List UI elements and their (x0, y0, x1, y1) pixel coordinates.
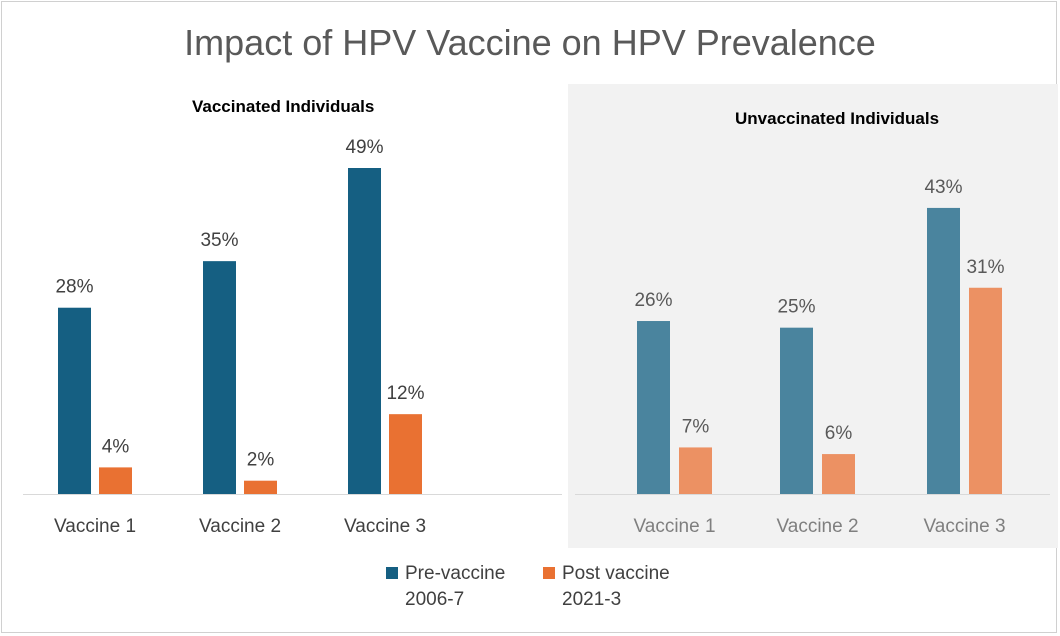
vaccinated-panel-title: Vaccinated Individuals (192, 97, 375, 116)
vaccinated-bar-post-1 (99, 467, 132, 494)
unvaccinated-bar-post-3 (969, 287, 1002, 494)
vaccinated-category-label-2: Vaccine 2 (199, 516, 281, 537)
unvaccinated-data-label-pre-1: 26% (634, 290, 672, 311)
unvaccinated-category-label-2: Vaccine 2 (776, 516, 858, 537)
vaccinated-bar-pre-2 (203, 261, 236, 494)
vaccinated-data-label-post-1: 4% (102, 436, 130, 457)
legend-item-post: Post vaccine 2021-3 (543, 561, 712, 613)
unvaccinated-bar-pre-2 (780, 327, 813, 494)
vaccinated-bar-pre-1 (58, 307, 91, 494)
vaccinated-data-label-pre-3: 49% (345, 137, 383, 158)
vaccinated-category-label-3: Vaccine 3 (344, 516, 426, 537)
vaccinated-bar-pre-3 (348, 168, 381, 494)
unvaccinated-data-label-pre-3: 43% (924, 177, 962, 198)
unvaccinated-data-label-post-1: 7% (682, 416, 710, 437)
unvaccinated-bar-pre-1 (637, 321, 670, 494)
vaccinated-data-label-pre-1: 28% (55, 277, 93, 298)
legend-label-pre: Pre-vaccine 2006-7 (405, 563, 506, 610)
vaccinated-category-label-1: Vaccine 1 (54, 516, 136, 537)
unvaccinated-bar-pre-3 (927, 207, 960, 494)
unvaccinated-data-label-post-3: 31% (966, 257, 1004, 278)
legend-swatch-pre (386, 567, 398, 579)
vaccinated-bar-post-2 (244, 480, 277, 494)
unvaccinated-bar-post-2 (822, 454, 855, 494)
unvaccinated-category-label-1: Vaccine 1 (633, 516, 715, 537)
unvaccinated-panel-title: Unvaccinated Individuals (735, 109, 940, 128)
legend-item-pre: Pre-vaccine 2006-7 (386, 561, 555, 613)
legend-swatch-post (543, 567, 555, 579)
unvaccinated-bar-post-1 (679, 447, 712, 494)
vaccinated-data-label-pre-2: 35% (200, 230, 238, 251)
vaccinated-data-label-post-3: 12% (386, 383, 424, 404)
chart-title: Impact of HPV Vaccine on HPV Prevalence (184, 22, 876, 63)
unvaccinated-data-label-post-2: 6% (825, 423, 853, 444)
unvaccinated-category-label-3: Vaccine 3 (923, 516, 1005, 537)
legend-label-post: Post vaccine 2021-3 (562, 563, 670, 610)
vaccinated-bar-post-3 (389, 414, 422, 494)
vaccinated-data-label-post-2: 2% (247, 450, 275, 471)
unvaccinated-data-label-pre-2: 25% (777, 297, 815, 318)
